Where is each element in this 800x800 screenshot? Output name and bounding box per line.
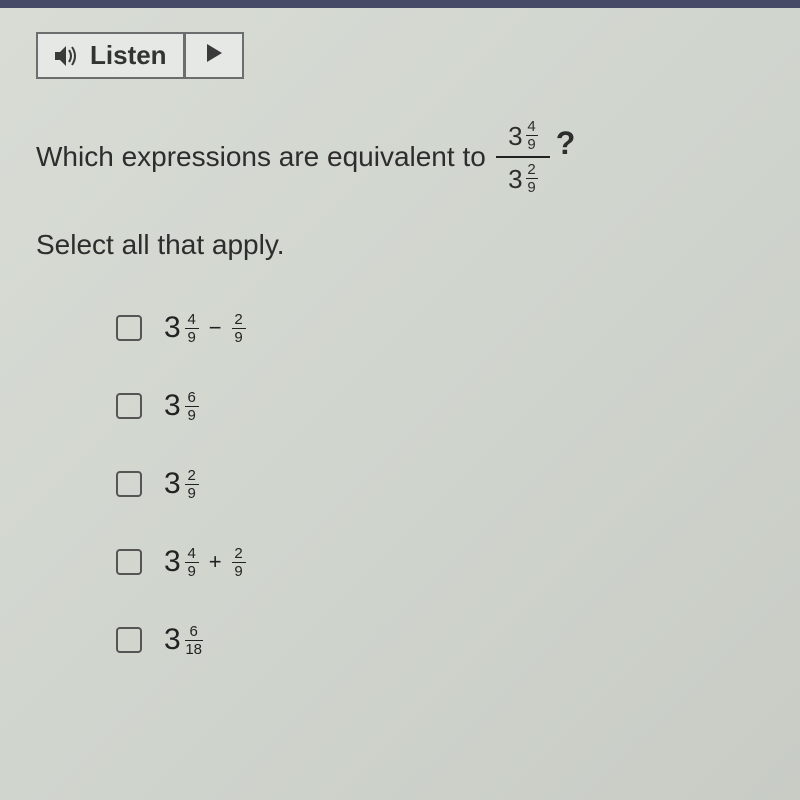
- question-prefix: Which expressions are equivalent to: [36, 141, 486, 173]
- checkbox-2[interactable]: [116, 393, 142, 419]
- play-icon: [205, 43, 223, 68]
- option-3[interactable]: 3 2 9: [116, 467, 764, 501]
- option-1-expr: 3 4 9 − 2 9: [164, 311, 246, 345]
- question-mark: ?: [556, 125, 576, 162]
- checkbox-3[interactable]: [116, 471, 142, 497]
- fraction-numerator: 3 4 9: [508, 119, 537, 152]
- plus-icon: +: [209, 549, 222, 575]
- option-4[interactable]: 3 4 9 + 2 9: [116, 545, 764, 579]
- options-list: 3 4 9 − 2 9 3 6: [36, 311, 764, 657]
- option-1[interactable]: 3 4 9 − 2 9: [116, 311, 764, 345]
- option-4-expr: 3 4 9 + 2 9: [164, 545, 246, 579]
- listen-label: Listen: [90, 40, 167, 71]
- checkbox-5[interactable]: [116, 627, 142, 653]
- checkbox-4[interactable]: [116, 549, 142, 575]
- question-text: Which expressions are equivalent to 3 4 …: [36, 119, 764, 195]
- listen-button[interactable]: Listen: [36, 32, 185, 79]
- option-3-expr: 3 2 9: [164, 467, 199, 501]
- option-5[interactable]: 3 6 18: [116, 623, 764, 657]
- speaker-icon: [54, 44, 80, 68]
- minus-icon: −: [209, 315, 222, 341]
- option-2[interactable]: 3 6 9: [116, 389, 764, 423]
- content: Listen Which expressions are equivalent …: [0, 8, 800, 681]
- option-5-expr: 3 6 18: [164, 623, 203, 657]
- top-bar: [0, 0, 800, 8]
- instruction-text: Select all that apply.: [36, 229, 764, 261]
- checkbox-1[interactable]: [116, 315, 142, 341]
- play-button[interactable]: [185, 32, 244, 79]
- main-fraction: 3 4 9 3 2 9: [496, 119, 550, 195]
- listen-controls: Listen: [36, 32, 764, 79]
- fraction-denominator: 3 2 9: [508, 162, 537, 195]
- fraction-bar: [496, 156, 550, 158]
- option-2-expr: 3 6 9: [164, 389, 199, 423]
